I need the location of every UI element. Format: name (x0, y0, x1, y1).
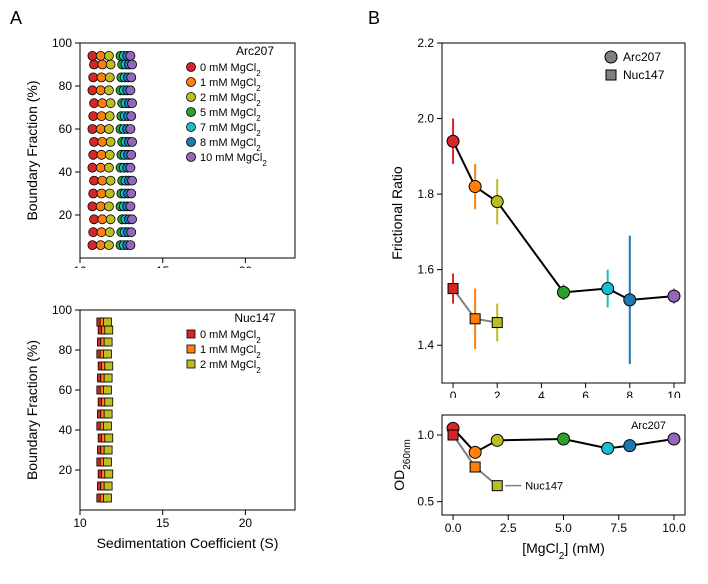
svg-text:20: 20 (59, 463, 73, 477)
svg-text:7.5: 7.5 (610, 521, 627, 535)
svg-text:1.4: 1.4 (417, 338, 434, 352)
svg-text:10.0: 10.0 (662, 521, 686, 535)
svg-text:80: 80 (59, 343, 73, 357)
svg-text:10: 10 (73, 264, 87, 268)
svg-text:2.0: 2.0 (417, 112, 434, 126)
svg-text:10: 10 (73, 516, 87, 530)
svg-text:[MgCl2] (mM): [MgCl2] (mM) (522, 540, 605, 562)
svg-text:100: 100 (52, 36, 72, 50)
svg-text:15: 15 (156, 516, 170, 530)
svg-text:Boundary Fraction (%): Boundary Fraction (%) (24, 80, 40, 220)
svg-text:1.0: 1.0 (417, 428, 434, 442)
svg-text:2 mM MgCl2: 2 mM MgCl2 (200, 92, 261, 108)
svg-text:40: 40 (59, 165, 73, 179)
svg-text:10 mM MgCl2: 10 mM MgCl2 (200, 152, 267, 168)
svg-text:Arc207: Arc207 (623, 50, 661, 64)
svg-text:60: 60 (59, 383, 73, 397)
svg-text:Nuc147: Nuc147 (623, 68, 665, 82)
svg-text:40: 40 (59, 423, 73, 437)
svg-text:Sedimentation Coefficient (S): Sedimentation Coefficient (S) (97, 535, 279, 551)
panel-b-label: B (368, 8, 380, 29)
svg-text:4: 4 (538, 389, 545, 398)
svg-text:0.5: 0.5 (417, 495, 434, 509)
svg-text:Frictional Ratio: Frictional Ratio (389, 166, 405, 260)
svg-text:1 mM MgCl2: 1 mM MgCl2 (200, 77, 261, 93)
svg-text:10: 10 (667, 389, 681, 398)
svg-text:15: 15 (156, 264, 170, 268)
svg-text:2.5: 2.5 (500, 521, 517, 535)
svg-text:0.0: 0.0 (445, 521, 462, 535)
svg-text:6: 6 (582, 389, 589, 398)
svg-text:5 mM MgCl2: 5 mM MgCl2 (200, 107, 261, 123)
svg-text:OD260nm: OD260nm (391, 439, 413, 491)
svg-text:Nuc147: Nuc147 (525, 481, 563, 493)
svg-text:1.6: 1.6 (417, 263, 434, 277)
svg-text:20: 20 (59, 208, 73, 222)
svg-text:2: 2 (494, 389, 501, 398)
svg-text:20: 20 (239, 516, 253, 530)
svg-text:Arc207: Arc207 (631, 420, 666, 432)
svg-text:2.2: 2.2 (417, 36, 434, 50)
svg-text:7 mM MgCl2: 7 mM MgCl2 (200, 122, 261, 138)
svg-text:0: 0 (450, 389, 457, 398)
svg-text:100: 100 (52, 303, 72, 317)
svg-text:5.0: 5.0 (555, 521, 572, 535)
svg-text:Nuc147: Nuc147 (234, 311, 276, 325)
svg-text:0 mM MgCl2: 0 mM MgCl2 (200, 329, 261, 345)
svg-text:Arc207: Arc207 (236, 44, 274, 58)
svg-text:60: 60 (59, 122, 73, 136)
svg-text:8: 8 (626, 389, 633, 398)
svg-text:80: 80 (59, 79, 73, 93)
svg-text:2 mM MgCl2: 2 mM MgCl2 (200, 359, 261, 375)
svg-text:1 mM MgCl2: 1 mM MgCl2 (200, 344, 261, 360)
svg-text:Boundary Fraction (%): Boundary Fraction (%) (24, 340, 40, 480)
svg-text:20: 20 (239, 264, 253, 268)
svg-text:1.8: 1.8 (417, 187, 434, 201)
svg-text:8 mM MgCl2: 8 mM MgCl2 (200, 137, 261, 153)
svg-text:0 mM MgCl2: 0 mM MgCl2 (200, 62, 261, 78)
